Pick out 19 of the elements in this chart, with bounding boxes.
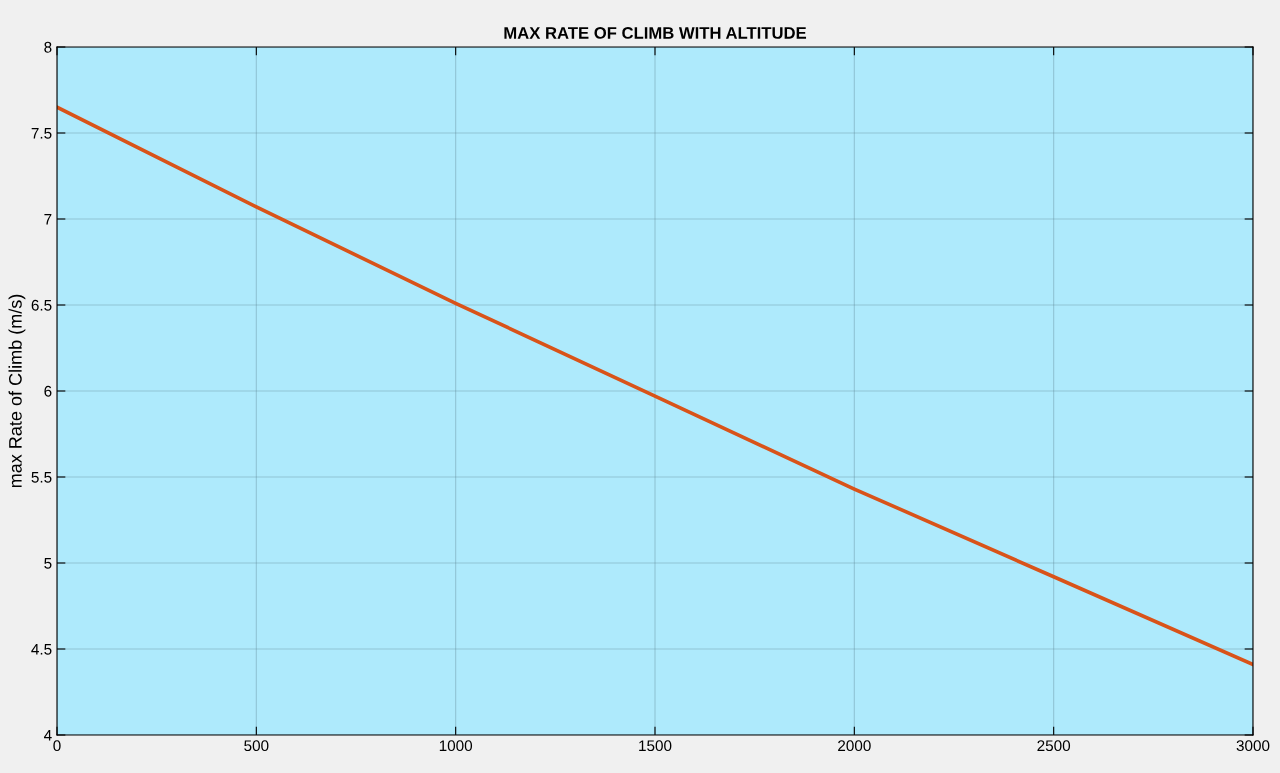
y-tick-label: 6	[44, 385, 52, 397]
y-tick-label: 6.5	[31, 299, 52, 311]
y-tick-label: 5	[44, 558, 52, 569]
x-tick-label: 2500	[1037, 740, 1071, 752]
x-tick-label: 2000	[838, 740, 871, 752]
chart-title: MAX RATE OF CLIMB WITH ALTITUDE	[504, 27, 807, 39]
y-tick-label: 5.5	[31, 472, 52, 483]
y-tick-label: 7.5	[31, 128, 52, 139]
x-tick-label: 1500	[639, 740, 672, 752]
y-tick-label: 8	[44, 41, 52, 53]
y-tick-label: 4.5	[31, 644, 52, 655]
x-tick-label: 3000	[1236, 740, 1270, 752]
line-series	[57, 105, 1253, 667]
y-tick-label: 4	[43, 730, 52, 741]
x-tick-label: 1000	[439, 740, 473, 752]
y-axis-title: max Rate of Climb (m/s)	[8, 294, 26, 488]
x-tick-label: 0	[53, 740, 61, 752]
x-tick-label: 500	[244, 740, 269, 752]
y-tick-label: 7	[44, 214, 52, 225]
